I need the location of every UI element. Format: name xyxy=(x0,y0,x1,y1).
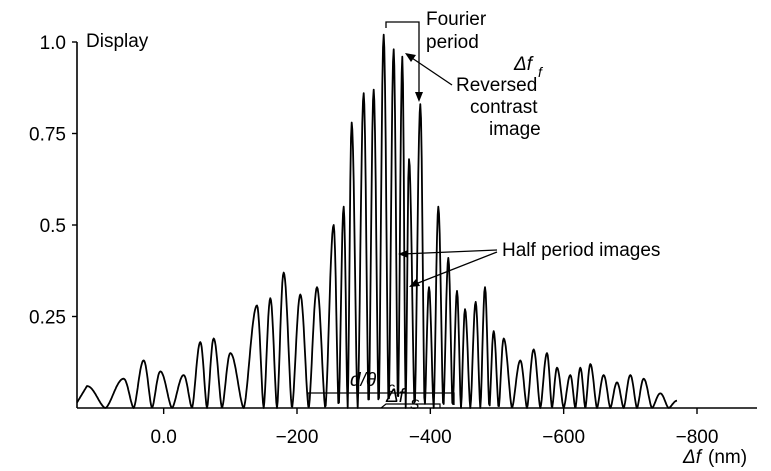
y-tick-label-2: 0.75 xyxy=(29,125,66,146)
reversed-contrast-arrow xyxy=(408,55,453,86)
y-tick-label-0: 0.25 xyxy=(29,308,66,329)
y-tick-label-1: 0.5 xyxy=(40,216,66,237)
annotation-dtheta-sub: c xyxy=(388,379,395,395)
dtheta-bracket xyxy=(307,392,455,405)
x-axis-label-symbol: Δf xyxy=(682,447,703,468)
reversed-contrast-arrowhead xyxy=(405,53,416,62)
annotation-half-period: Half period images xyxy=(502,240,660,261)
half-period-arrow-1 xyxy=(401,249,498,255)
annotations: Fourier period Δf f Reversed contrast im… xyxy=(307,9,660,412)
x-tick-label-4: −800 xyxy=(676,427,719,448)
fourier-period-arrowhead xyxy=(415,92,423,102)
x-tick-label-2: −400 xyxy=(409,427,452,448)
annotation-reversed-line3: image xyxy=(489,119,541,140)
y-axis-label: Display xyxy=(86,31,149,52)
fourier-period-bracket xyxy=(385,21,420,98)
x-tick-label-1: −200 xyxy=(276,427,319,448)
half-period-arrowhead-1 xyxy=(398,250,408,258)
series-curve xyxy=(76,33,678,409)
annotation-delta-ff-sub: f xyxy=(538,64,544,80)
annotation-dtheta: d/θ xyxy=(350,370,377,391)
half-period-arrow-2 xyxy=(412,251,498,286)
annotation-reversed-line2: contrast xyxy=(470,97,538,118)
annotation-delta-fs: Δf xyxy=(385,386,406,407)
annotation-fourier-line1: Fourier xyxy=(426,9,487,30)
y-tick-label-3: 1.0 xyxy=(40,33,66,54)
x-tick-label-3: −600 xyxy=(542,427,585,448)
annotation-fourier-line2: period xyxy=(426,32,479,53)
half-period-arrowhead-2 xyxy=(409,279,420,287)
annotation-delta-ff: Δf xyxy=(513,54,534,75)
annotation-reversed-line1: Reversed xyxy=(456,75,537,96)
ticks xyxy=(72,41,698,414)
tick-labels: 0.0 −200 −400 −600 −800 0.25 0.5 0.75 1.0 xyxy=(29,33,718,448)
x-axis-label-unit: (nm) xyxy=(708,447,747,468)
x-tick-label-0: 0.0 xyxy=(150,427,176,448)
delta-fs-bracket xyxy=(380,403,441,409)
